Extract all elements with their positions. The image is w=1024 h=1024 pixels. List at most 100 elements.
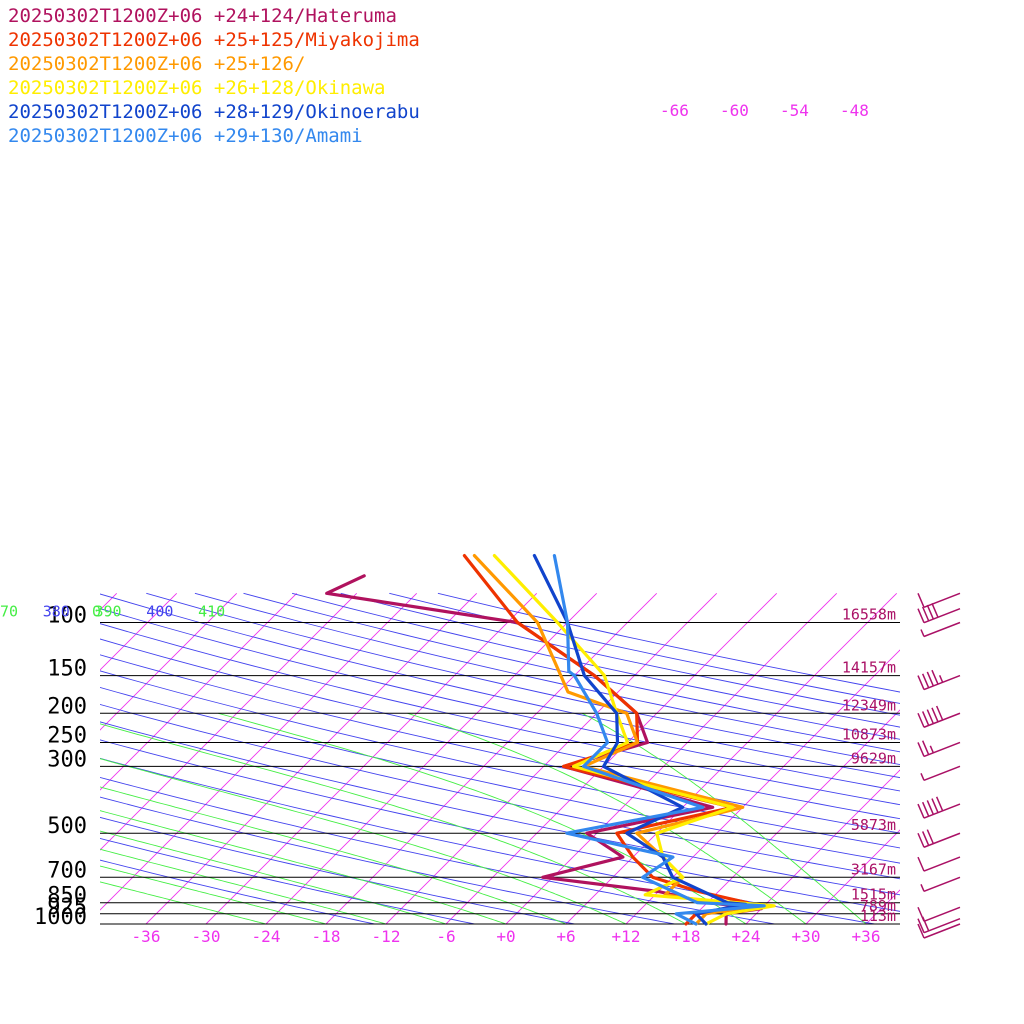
pressure-label: 150 bbox=[47, 657, 87, 682]
wind-barb-half bbox=[920, 773, 925, 781]
dry-adiabat-line bbox=[100, 703, 900, 880]
sounding-line-6 bbox=[552, 553, 766, 926]
legend-entry: 20250302T1200Z+06 +28+129/Okinoerabu bbox=[8, 101, 420, 123]
moist-adiabat-line bbox=[100, 881, 267, 924]
wind-barb-flag bbox=[931, 602, 939, 618]
height-label: 113m bbox=[860, 907, 896, 925]
temperature-tick-label: -12 bbox=[372, 927, 401, 946]
legend-entry: 20250302T1200Z+06 +25+125/Miyakojima bbox=[8, 29, 420, 51]
wind-barb-flag bbox=[917, 675, 925, 690]
wind-barb-staff bbox=[923, 906, 961, 922]
temperature-tick-label: -36 bbox=[132, 927, 161, 946]
legend-entry: 20250302T1200Z+06 +26+128/Okinawa bbox=[8, 77, 386, 99]
isotherm-label: -54 bbox=[780, 101, 809, 120]
theta-label: 380 bbox=[43, 603, 70, 621]
wind-barb-flag bbox=[917, 918, 925, 933]
temperature-tick-label: +30 bbox=[792, 927, 821, 946]
height-label: 9629m bbox=[851, 749, 896, 767]
isotherm-line bbox=[805, 829, 900, 924]
wind-barb-flag bbox=[921, 916, 930, 932]
dry-adiabat-line bbox=[100, 638, 900, 820]
wind-barb-half bbox=[920, 629, 925, 637]
dry-adiabat-line bbox=[100, 686, 900, 864]
wind-barb-flag bbox=[931, 707, 939, 723]
axis-labels: 100 16558m 150 14157m 200 12349m 250 10873m 300 9… bbox=[0, 101, 896, 946]
wind-barb-flag bbox=[921, 831, 930, 846]
wind-barb-half bbox=[938, 675, 944, 683]
moist-adiabat-line bbox=[100, 758, 627, 924]
temperature-tick-label: -6 bbox=[436, 927, 455, 946]
height-label: 5873m bbox=[851, 816, 896, 834]
wind-barbs bbox=[917, 592, 961, 939]
moist-adiabat-line bbox=[100, 810, 507, 924]
isotherm-line bbox=[445, 592, 778, 924]
wind-barb-flag bbox=[917, 592, 925, 608]
pressure-label: 100 bbox=[47, 604, 87, 629]
isotherm-line bbox=[325, 592, 658, 924]
theta-label: 370 bbox=[0, 603, 18, 621]
legend-entry: 20250302T1200Z+06 +25+126/ bbox=[8, 53, 306, 75]
moist-adiabat-line bbox=[100, 723, 687, 924]
wind-barb-flag bbox=[931, 798, 939, 813]
theta-label: 390 bbox=[95, 603, 122, 621]
legend-entry: 20250302T1200Z+06 +24+124/Hateruma bbox=[8, 5, 397, 27]
wind-barb-flag bbox=[917, 923, 925, 939]
sounding-series bbox=[325, 553, 776, 926]
wind-barb bbox=[917, 829, 961, 848]
isotherm-line bbox=[625, 649, 900, 924]
pressure-label: 925 bbox=[47, 895, 87, 920]
wind-barb bbox=[917, 740, 961, 758]
temperature-tick-label: -30 bbox=[192, 927, 221, 946]
isobar-lines bbox=[100, 622, 900, 925]
pressure-label: 200 bbox=[47, 694, 87, 719]
dry-adiabat-line bbox=[340, 592, 900, 716]
isotherm-line bbox=[100, 592, 178, 671]
wind-barb-staff bbox=[923, 621, 961, 638]
wind-barb-half bbox=[929, 745, 935, 754]
temperature-tick-label: -18 bbox=[312, 927, 341, 946]
wind-barb bbox=[917, 669, 961, 691]
temperature-tick-label: +36 bbox=[852, 927, 881, 946]
pressure-label: 700 bbox=[47, 858, 87, 883]
height-label: 789m bbox=[860, 897, 896, 915]
dry-adiabat-line bbox=[100, 757, 875, 924]
wind-barb bbox=[917, 796, 961, 819]
wind-barb bbox=[917, 705, 961, 728]
isotherm-line bbox=[100, 592, 358, 851]
legend-entry: 20250302T1200Z+06 +29+130/Amami bbox=[8, 125, 363, 147]
wind-barb-flag bbox=[921, 740, 930, 755]
height-label: 12349m bbox=[842, 696, 896, 714]
wind-barb-flag bbox=[926, 709, 935, 724]
pressure-label: 250 bbox=[47, 723, 87, 748]
wind-barb-flag bbox=[935, 705, 944, 721]
temperature-tick-label: +24 bbox=[732, 927, 761, 946]
wind-barb-flag bbox=[917, 712, 925, 728]
height-label: 10873m bbox=[842, 725, 896, 743]
dry-adiabat-line bbox=[100, 796, 675, 924]
isotherm-line bbox=[986, 593, 1024, 924]
sounding-line-3 bbox=[472, 553, 756, 926]
dry-adiabat-line bbox=[194, 592, 900, 753]
wind-barb bbox=[920, 621, 961, 638]
temperature-tick-label: -24 bbox=[252, 927, 281, 946]
wind-barb bbox=[917, 602, 961, 624]
wind-barb-flag bbox=[921, 673, 930, 689]
wind-barb-staff bbox=[923, 608, 961, 624]
wind-barb-staff bbox=[923, 876, 961, 892]
wind-barb-staff bbox=[923, 765, 961, 782]
moist-adiabat-line bbox=[100, 830, 447, 924]
dry-adiabat-line bbox=[389, 592, 900, 704]
isotherm-label: -60 bbox=[720, 101, 749, 120]
dry-adiabat-line bbox=[100, 623, 900, 806]
pressure-label: 1000 bbox=[34, 905, 87, 930]
wind-barb-staff bbox=[923, 856, 961, 872]
wind-barb-flag bbox=[921, 711, 930, 726]
chart-legend: 20250302T1200Z+06 +24+124/Hateruma 202503… bbox=[8, 4, 420, 148]
pressure-label: 300 bbox=[47, 747, 87, 772]
wind-barb-staff bbox=[923, 592, 961, 608]
moist-adiabat-line bbox=[582, 712, 867, 924]
wind-barb-flag bbox=[917, 742, 925, 757]
height-label: 16558m bbox=[842, 606, 896, 624]
dry-adiabat-line bbox=[100, 776, 775, 924]
